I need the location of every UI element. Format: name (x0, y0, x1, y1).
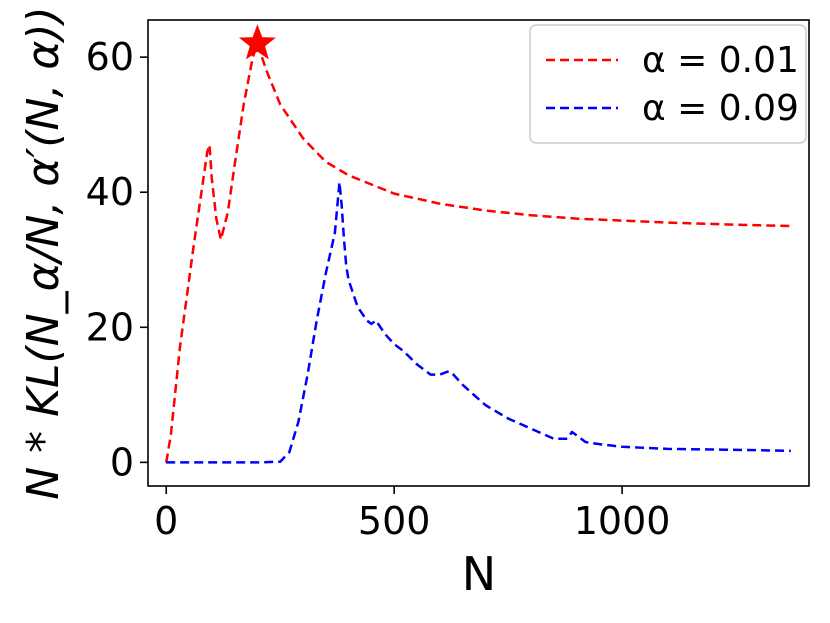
y-axis-label: N * KL(N_α/N, α′(N, α)) (18, 6, 69, 499)
series-line-0 (164, 42, 791, 463)
y-tick-label: 20 (86, 305, 134, 349)
x-axis-label: N (462, 547, 496, 601)
legend-label-alpha-009: α = 0.09 (642, 88, 799, 129)
legend-label-alpha-001: α = 0.01 (642, 40, 799, 81)
x-tick-label: 500 (358, 499, 431, 543)
plot-area (164, 24, 791, 464)
plot-frame (147, 19, 810, 487)
y-tick-label: 40 (86, 170, 134, 214)
x-axis: 0 500 1000 (154, 486, 670, 543)
x-tick-label: 0 (154, 499, 178, 543)
legend: α = 0.01 α = 0.09 (529, 24, 807, 144)
y-tick-label: 0 (110, 440, 134, 484)
y-axis: 0 20 40 60 (86, 35, 148, 484)
legend-box (529, 24, 807, 144)
series-line-1 (166, 180, 791, 464)
x-tick-label: 1000 (574, 499, 671, 543)
y-tick-label: 60 (86, 35, 134, 79)
star-marker-0 (238, 24, 276, 60)
